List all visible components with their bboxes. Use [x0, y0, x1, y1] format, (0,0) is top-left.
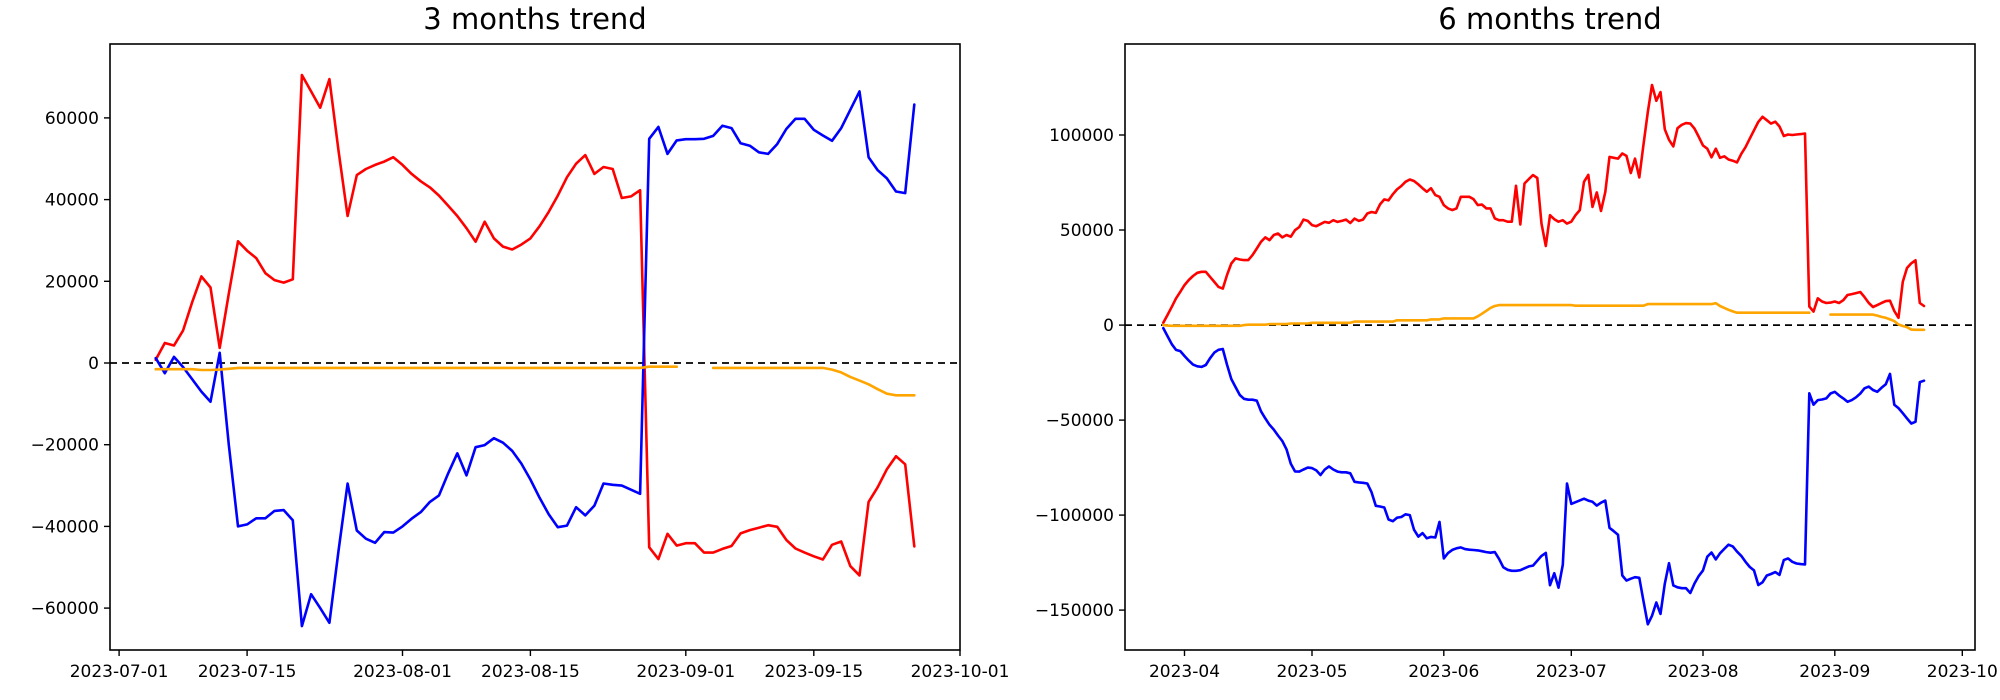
x-tick-label: 2023-10: [1927, 662, 1998, 682]
series-blue: [154, 90, 916, 628]
x-tick-label: 2023-06: [1408, 662, 1479, 682]
y-tick-label: 0: [88, 354, 99, 374]
x-tick-label: 2023-10-01: [911, 662, 1010, 682]
y-tick-label: −20000: [31, 436, 99, 456]
y-tick-label: 60000: [45, 109, 99, 129]
x-tick-label: 2023-05: [1276, 662, 1347, 682]
chart-title-3-months: 3 months trend: [423, 2, 647, 36]
series-orange: [1162, 301, 1926, 332]
y-tick-label: −60000: [31, 599, 99, 619]
series-red: [154, 73, 916, 577]
series-blue: [1162, 326, 1926, 626]
series-red: [1162, 83, 1926, 325]
x-tick-label: 2023-08: [1667, 662, 1738, 682]
x-tick-label: 2023-09-01: [636, 662, 735, 682]
x-tick-label: 2023-08-15: [481, 662, 580, 682]
x-tick-label: 2023-07: [1536, 662, 1607, 682]
y-tick-label: 100000: [1049, 126, 1114, 146]
series-orange: [154, 365, 916, 397]
x-tick-label: 2023-07-01: [70, 662, 169, 682]
x-tick-label: 2023-09: [1799, 662, 1870, 682]
chart-title-6-months: 6 months trend: [1438, 2, 1662, 36]
x-tick-label: 2023-08-01: [353, 662, 452, 682]
y-tick-label: 20000: [45, 272, 99, 292]
y-tick-label: 0: [1103, 316, 1114, 336]
x-tick-label: 2023-09-15: [764, 662, 863, 682]
plot-border: [109, 43, 961, 651]
y-tick-label: −40000: [31, 517, 99, 537]
y-tick-label: −150000: [1035, 601, 1114, 621]
x-tick-label: 2023-07-15: [198, 662, 297, 682]
y-tick-label: 50000: [1060, 221, 1114, 241]
x-tick-label: 2023-04: [1149, 662, 1220, 682]
plot-border: [1124, 43, 1976, 651]
y-tick-label: −50000: [1046, 411, 1114, 431]
y-tick-label: 40000: [45, 191, 99, 211]
y-tick-label: −100000: [1035, 506, 1114, 526]
